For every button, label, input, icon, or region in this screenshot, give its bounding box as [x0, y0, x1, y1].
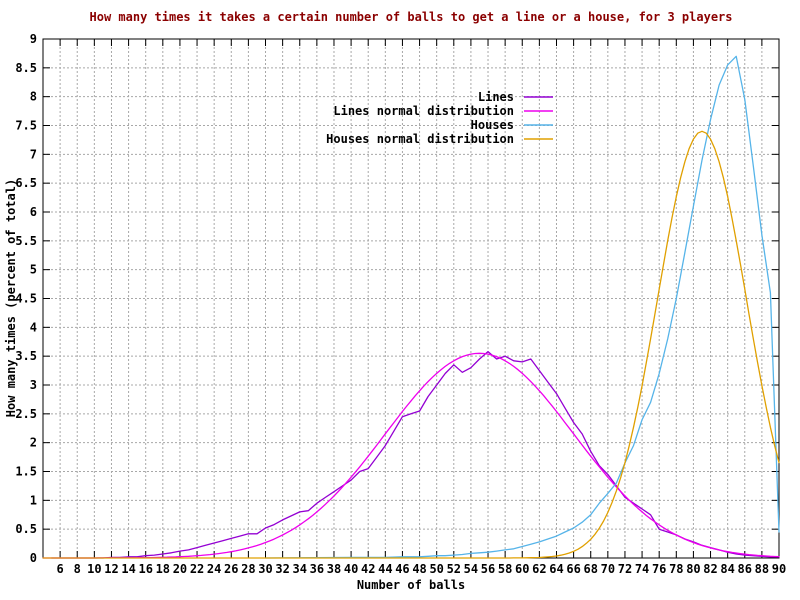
y-tick-label: 0.5: [15, 522, 37, 536]
x-tick-label: 62: [532, 562, 546, 576]
x-tick-label: 56: [481, 562, 495, 576]
series-curve-lines: [50, 350, 780, 559]
series-curve-lines-normal-distribution: [42, 352, 780, 559]
legend-label-lines-normal-distribution: Lines normal distribution: [333, 104, 514, 118]
y-tick-label: 0: [30, 551, 37, 565]
x-tick-label: 74: [635, 562, 649, 576]
grid-layer: [43, 38, 780, 559]
y-tick-label: 3: [30, 378, 37, 392]
x-tick-label: 40: [344, 562, 358, 576]
x-tick-label: 54: [464, 562, 478, 576]
x-tick-label: 14: [121, 562, 135, 576]
x-tick-label: 82: [703, 562, 717, 576]
x-tick-label: 30: [258, 562, 272, 576]
x-tick-label: 90: [772, 562, 786, 576]
y-tick-label: 4: [30, 320, 37, 334]
x-tick-label: 34: [293, 562, 307, 576]
legend-label-houses: Houses: [471, 118, 514, 132]
x-tick-label: 18: [156, 562, 170, 576]
series-curve-houses-normal-distribution: [42, 130, 780, 559]
x-tick-label: 16: [138, 562, 152, 576]
y-tick-label: 2: [30, 436, 37, 450]
x-tick-label: 24: [207, 562, 221, 576]
tick-label-layer: 6 8 10 12 14 16 18 20 22 24 26 28 30 32 34 36 38 40 42 44 46…: [15, 32, 786, 576]
x-tick-label: 32: [275, 562, 289, 576]
x-tick-label: 72: [618, 562, 632, 576]
x-axis-label: Number of balls: [357, 578, 465, 592]
y-tick-label: 9: [30, 32, 37, 46]
x-tick-label: 84: [720, 562, 734, 576]
x-tick-label: 88: [755, 562, 769, 576]
x-tick-label: 20: [173, 562, 187, 576]
y-tick-label: 1.5: [15, 465, 37, 479]
x-tick-label: 76: [652, 562, 666, 576]
x-tick-label: 78: [669, 562, 683, 576]
x-tick-label: 70: [601, 562, 615, 576]
y-tick-label: 4.5: [15, 292, 37, 306]
y-tick-label: 3.5: [15, 349, 37, 363]
x-tick-label: 26: [224, 562, 238, 576]
x-tick-label: 6: [56, 562, 63, 576]
y-tick-label: 6.5: [15, 176, 37, 190]
x-tick-label: 46: [395, 562, 409, 576]
y-tick-label: 5.5: [15, 234, 37, 248]
x-tick-label: 52: [447, 562, 461, 576]
legend-label-houses-normal-distribution: Houses normal distribution: [326, 132, 514, 146]
x-tick-label: 64: [549, 562, 563, 576]
x-tick-label: 12: [104, 562, 118, 576]
y-tick-label: 5: [30, 263, 37, 277]
y-axis-label: How many times (percent of total): [4, 179, 18, 417]
series-layer: [42, 55, 780, 559]
y-tick-label: 1: [30, 493, 37, 507]
x-tick-label: 58: [498, 562, 512, 576]
series-curve-houses: [264, 55, 780, 559]
tick-layer: [43, 38, 780, 559]
x-tick-label: 68: [583, 562, 597, 576]
y-tick-label: 8: [30, 90, 37, 104]
x-tick-label: 22: [190, 562, 204, 576]
y-tick-label: 6: [30, 205, 37, 219]
x-tick-label: 44: [378, 562, 392, 576]
x-tick-label: 80: [686, 562, 700, 576]
x-tick-label: 36: [310, 562, 324, 576]
legend-label-lines: Lines: [478, 90, 514, 104]
x-tick-label: 28: [241, 562, 255, 576]
x-tick-label: 48: [412, 562, 426, 576]
x-tick-label: 66: [566, 562, 580, 576]
x-tick-label: 86: [738, 562, 752, 576]
y-tick-label: 7.5: [15, 119, 37, 133]
y-tick-label: 7: [30, 147, 37, 161]
x-tick-label: 38: [327, 562, 341, 576]
x-tick-label: 42: [361, 562, 375, 576]
x-tick-label: 50: [429, 562, 443, 576]
chart-title: How many times it takes a certain number…: [90, 10, 733, 24]
y-tick-label: 2.5: [15, 407, 37, 421]
x-tick-label: 10: [87, 562, 101, 576]
y-tick-label: 8.5: [15, 61, 37, 75]
x-tick-label: 60: [515, 562, 529, 576]
x-tick-label: 8: [74, 562, 81, 576]
